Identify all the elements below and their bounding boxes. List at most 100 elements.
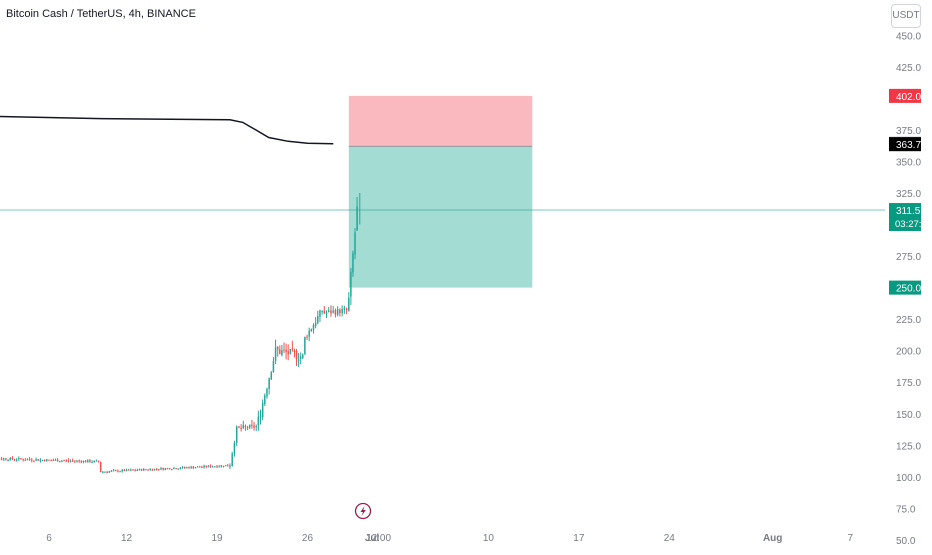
candle: [304, 337, 306, 355]
candle-body: [243, 425, 245, 428]
candle: [106, 471, 108, 474]
candle-body: [1, 459, 3, 460]
currency-button[interactable]: USDT: [891, 4, 921, 28]
price-label-text: 363.7: [896, 140, 921, 151]
price-label[interactable]: 402.0: [889, 89, 921, 103]
candle-body: [344, 308, 346, 309]
candle-body: [271, 372, 273, 379]
candle: [203, 465, 205, 469]
candle: [85, 460, 87, 463]
candle-body: [208, 466, 210, 467]
candle: [287, 344, 289, 360]
candle-body: [139, 469, 141, 470]
candle-body: [117, 471, 119, 472]
candle: [59, 461, 61, 463]
candle-body: [152, 469, 154, 470]
moving-average-line: [0, 116, 333, 144]
candle: [302, 353, 304, 359]
candle: [35, 458, 37, 462]
candle-body: [296, 351, 298, 360]
candle-body: [273, 361, 275, 372]
y-tick-label: 325.0: [896, 189, 921, 200]
price-axis[interactable]: [885, 0, 932, 550]
candle: [332, 306, 334, 314]
candle: [330, 305, 332, 316]
candle: [44, 459, 46, 461]
candle-body: [264, 395, 266, 404]
candle: [14, 459, 16, 461]
candle: [33, 460, 35, 462]
candle: [175, 468, 177, 469]
candle-body: [326, 313, 328, 314]
candle-body: [218, 466, 220, 467]
candle-body: [212, 467, 214, 468]
candle-body: [9, 458, 11, 460]
candle: [130, 469, 132, 472]
candle: [165, 468, 167, 471]
candle-body: [65, 460, 67, 461]
candle: [104, 471, 106, 472]
candle-body: [109, 471, 111, 472]
candle-body: [279, 349, 281, 354]
candle-body: [294, 351, 296, 352]
candle-body: [55, 460, 57, 461]
candle: [111, 470, 113, 472]
candle-body: [285, 350, 287, 352]
candle-body: [91, 462, 93, 463]
candle-body: [214, 466, 216, 467]
x-tick-label: 19: [211, 533, 223, 544]
candle: [218, 465, 220, 467]
candle: [348, 292, 350, 311]
candle-body: [147, 470, 149, 471]
candle-body: [53, 460, 55, 461]
candle-body: [130, 470, 132, 471]
candle-body: [124, 470, 126, 471]
candle: [335, 309, 337, 318]
candle: [147, 469, 149, 471]
candle-body: [128, 470, 130, 471]
candle: [283, 342, 285, 353]
candle: [346, 308, 348, 315]
candle: [277, 346, 279, 357]
candle: [292, 341, 294, 352]
candle-body: [44, 460, 46, 461]
price-label[interactable]: 363.7: [889, 137, 921, 151]
take-profit-zone[interactable]: [349, 146, 533, 287]
candle-body: [48, 460, 50, 461]
candle: [294, 349, 296, 358]
candle-body: [255, 426, 257, 427]
candle: [328, 307, 330, 313]
candle-body: [149, 469, 151, 470]
candle: [324, 306, 326, 314]
candle: [42, 460, 44, 461]
candle-body: [89, 460, 91, 462]
candle-body: [3, 458, 5, 459]
candle-body: [292, 349, 294, 350]
candle: [72, 459, 74, 463]
candle: [326, 310, 328, 317]
candle: [109, 471, 111, 473]
lightning-icon[interactable]: [356, 504, 371, 519]
candle-body: [231, 454, 233, 466]
price-label[interactable]: 250.0: [889, 281, 921, 295]
candle: [210, 464, 212, 467]
candle-body: [93, 461, 95, 462]
candle-body: [22, 459, 24, 460]
candle-body: [162, 468, 164, 470]
candle: [121, 469, 123, 473]
candle: [96, 459, 98, 461]
candle: [339, 308, 341, 316]
candle: [344, 306, 346, 314]
x-tick-label: 12: [121, 533, 133, 544]
candle: [290, 349, 292, 355]
candle: [126, 469, 128, 472]
candle: [298, 353, 300, 367]
candle-body: [104, 472, 106, 473]
candle-body: [313, 325, 315, 330]
stop-loss-zone[interactable]: [349, 96, 533, 146]
candle: [162, 467, 164, 470]
candle-body: [72, 461, 74, 462]
candle: [89, 459, 91, 463]
